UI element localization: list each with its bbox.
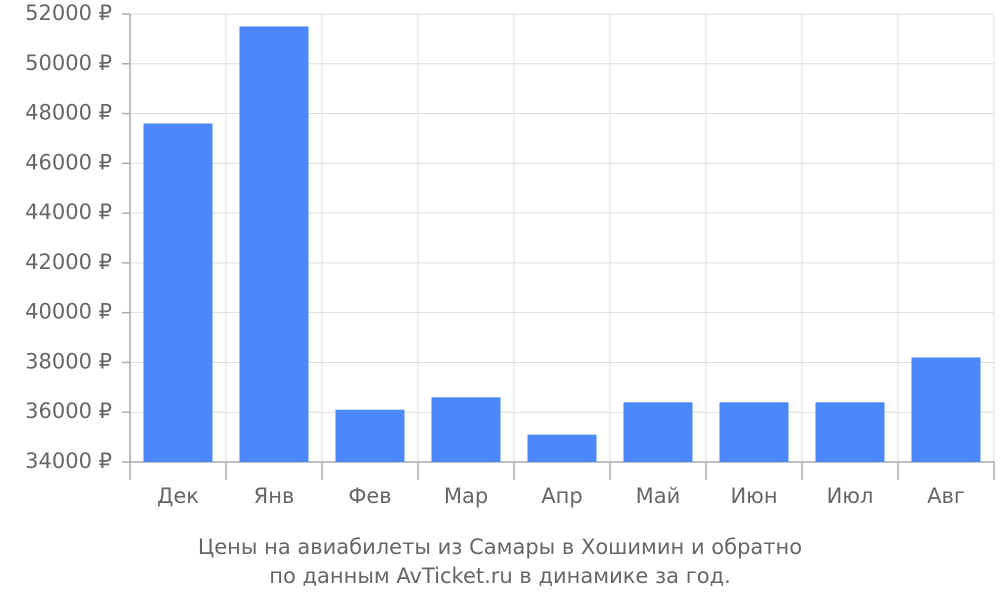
chart-subtitle: по данным AvTicket.ru в динамике за год. xyxy=(269,564,731,588)
x-tick-label: Мар xyxy=(444,484,488,508)
y-tick-label: 50000 ₽ xyxy=(25,51,112,75)
y-tick-label: 38000 ₽ xyxy=(25,349,112,373)
x-tick-label: Дек xyxy=(157,484,199,508)
y-tick-label: 34000 ₽ xyxy=(25,449,112,473)
bar xyxy=(143,123,213,462)
x-tick-label: Янв xyxy=(254,484,295,508)
bar xyxy=(527,434,597,462)
x-tick-label: Авг xyxy=(927,484,965,508)
x-tick-label: Апр xyxy=(541,484,582,508)
bar xyxy=(815,402,885,462)
bar xyxy=(623,402,693,462)
bar xyxy=(239,26,309,462)
y-tick-label: 36000 ₽ xyxy=(25,399,112,423)
x-tick-label: Фев xyxy=(348,484,391,508)
bar xyxy=(911,357,981,462)
chart-title: Цены на авиабилеты из Самары в Хошимин и… xyxy=(198,535,802,559)
y-tick-label: 46000 ₽ xyxy=(25,150,112,174)
x-tick-label: Май xyxy=(636,484,681,508)
y-tick-label: 48000 ₽ xyxy=(25,101,112,125)
y-tick-label: 40000 ₽ xyxy=(25,300,112,324)
y-tick-label: 42000 ₽ xyxy=(25,250,112,274)
y-tick-label: 52000 ₽ xyxy=(25,1,112,25)
bar xyxy=(719,402,789,462)
bar xyxy=(431,397,501,462)
x-tick-label: Июл xyxy=(827,484,874,508)
y-tick-label: 44000 ₽ xyxy=(25,200,112,224)
x-tick-label: Июн xyxy=(730,484,777,508)
bar xyxy=(335,409,405,462)
